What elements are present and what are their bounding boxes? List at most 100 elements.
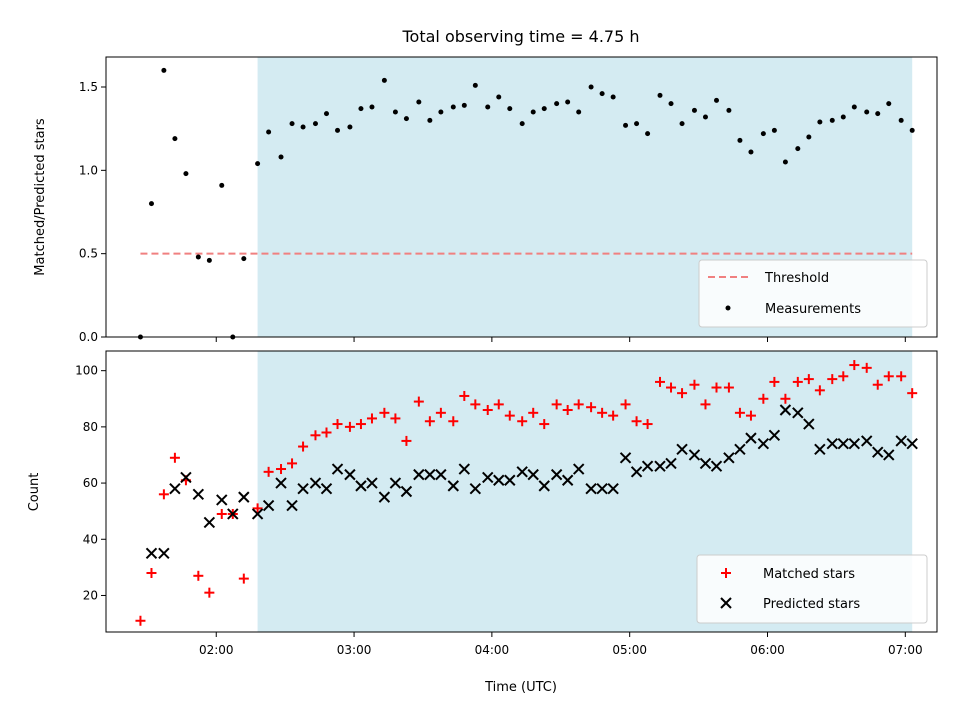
predicted-star-point <box>710 460 723 472</box>
predicted-star-point <box>447 480 459 492</box>
matched-star-point <box>169 452 180 463</box>
matched-star-point <box>758 393 769 404</box>
bottom-x-ticks: 02:00 03:00 04:00 05:00 06:00 07:00 <box>199 632 923 657</box>
matched-star-point <box>551 399 562 410</box>
matched-star-point <box>723 382 734 393</box>
predicted-star-point <box>699 457 712 470</box>
measurement-point <box>472 82 478 88</box>
measurement-point <box>909 127 915 133</box>
predicted-star-point <box>734 443 746 456</box>
predicted-star-point <box>169 482 181 495</box>
matched-star-point <box>700 399 711 410</box>
bottom-x-axis-label: Time (UTC) <box>484 680 557 695</box>
measurement-point <box>403 116 409 122</box>
predicted-star-point <box>469 482 482 495</box>
matched-star-point <box>872 379 883 390</box>
predicted-star-point <box>895 435 907 447</box>
legend-predicted-label: Predicted stars <box>763 597 860 612</box>
predicted-star-point <box>619 452 632 464</box>
matched-star-point <box>608 410 619 421</box>
predicted-star-point <box>413 468 425 481</box>
predicted-star-point <box>538 480 550 492</box>
measurement-point <box>599 91 605 97</box>
predicted-star-point <box>366 477 378 489</box>
legend-measurements-label: Measurements <box>765 302 861 317</box>
measurement-point <box>817 119 823 125</box>
predicted-star-point <box>792 407 804 419</box>
matched-star-point <box>849 360 860 371</box>
measurement-point <box>289 121 295 127</box>
matched-star-point <box>252 503 263 514</box>
predicted-star-point <box>435 468 447 481</box>
matched-star-point <box>146 567 157 578</box>
predicted-star-point <box>355 480 367 492</box>
matched-star-point <box>907 388 918 399</box>
matched-star-point <box>883 371 894 382</box>
measurement-point <box>795 146 801 152</box>
predicted-star-point <box>251 508 264 520</box>
predicted-star-point <box>389 477 402 489</box>
matched-star-point <box>135 615 146 626</box>
predicted-star-point <box>320 482 333 495</box>
matched-star-point <box>424 416 435 427</box>
matched-star-point <box>539 419 550 430</box>
matched-star-point <box>413 396 424 407</box>
y-tick-label: 0.5 <box>79 247 98 261</box>
matched-star-point <box>528 407 539 418</box>
matched-star-point <box>276 464 287 475</box>
matched-star-point <box>792 376 803 387</box>
matched-star-point <box>620 399 631 410</box>
measurement-point <box>623 122 629 128</box>
measurement-point <box>645 131 651 137</box>
y-tick-label: 40 <box>83 532 98 546</box>
matched-star-point <box>631 416 642 427</box>
y-tick-label: 80 <box>83 420 98 434</box>
measurement-point <box>702 114 708 120</box>
predicted-star-point <box>768 429 781 442</box>
measurement-point <box>554 101 560 107</box>
predicted-star-point <box>158 547 170 560</box>
matched-star-point <box>562 405 573 416</box>
top-y-ticks: 0.0 0.5 1.0 1.5 <box>79 80 106 344</box>
predicted-star-point <box>275 477 287 489</box>
measurement-point <box>323 111 329 117</box>
matched-star-point <box>298 441 309 452</box>
matched-star-point <box>896 371 907 382</box>
matched-star-point <box>390 413 401 424</box>
bottom-y-ticks: 20 40 60 80 100 <box>75 364 106 602</box>
matched-star-point <box>448 416 459 427</box>
predicted-star-point <box>516 466 528 478</box>
measurement-point <box>335 127 341 133</box>
predicted-star-point <box>826 438 838 450</box>
measurement-point <box>148 201 154 207</box>
predicted-star-point <box>883 449 895 461</box>
measurement-point <box>898 117 904 123</box>
predicted-star-point <box>458 463 471 475</box>
measurement-point <box>634 121 640 127</box>
measurement-point <box>427 117 433 123</box>
matched-star-point <box>204 587 215 598</box>
matched-star-point <box>287 458 298 469</box>
matched-star-point <box>263 466 274 477</box>
measurement-point <box>392 109 398 115</box>
matched-star-point <box>838 371 849 382</box>
matched-star-point <box>803 374 814 385</box>
measurement-point <box>565 99 571 105</box>
measurement-point <box>806 134 812 140</box>
predicted-star-point <box>227 508 239 520</box>
predicted-star-point <box>814 443 826 456</box>
top-y-axis-label: Matched/Predicted stars <box>33 118 48 276</box>
predicted-star-point <box>238 491 250 503</box>
matched-star-point <box>586 402 597 413</box>
predicted-star-point <box>424 468 436 481</box>
predicted-star-point <box>216 494 228 506</box>
matched-star-point <box>814 385 825 396</box>
measurement-point <box>381 77 387 83</box>
measurement-point <box>519 121 525 127</box>
measurement-point <box>461 102 467 108</box>
measurement-point <box>576 109 582 115</box>
matched-star-point <box>158 489 169 500</box>
measurement-point <box>300 124 306 130</box>
bottom-axes-frame <box>105 350 938 633</box>
measurement-point <box>219 182 225 188</box>
